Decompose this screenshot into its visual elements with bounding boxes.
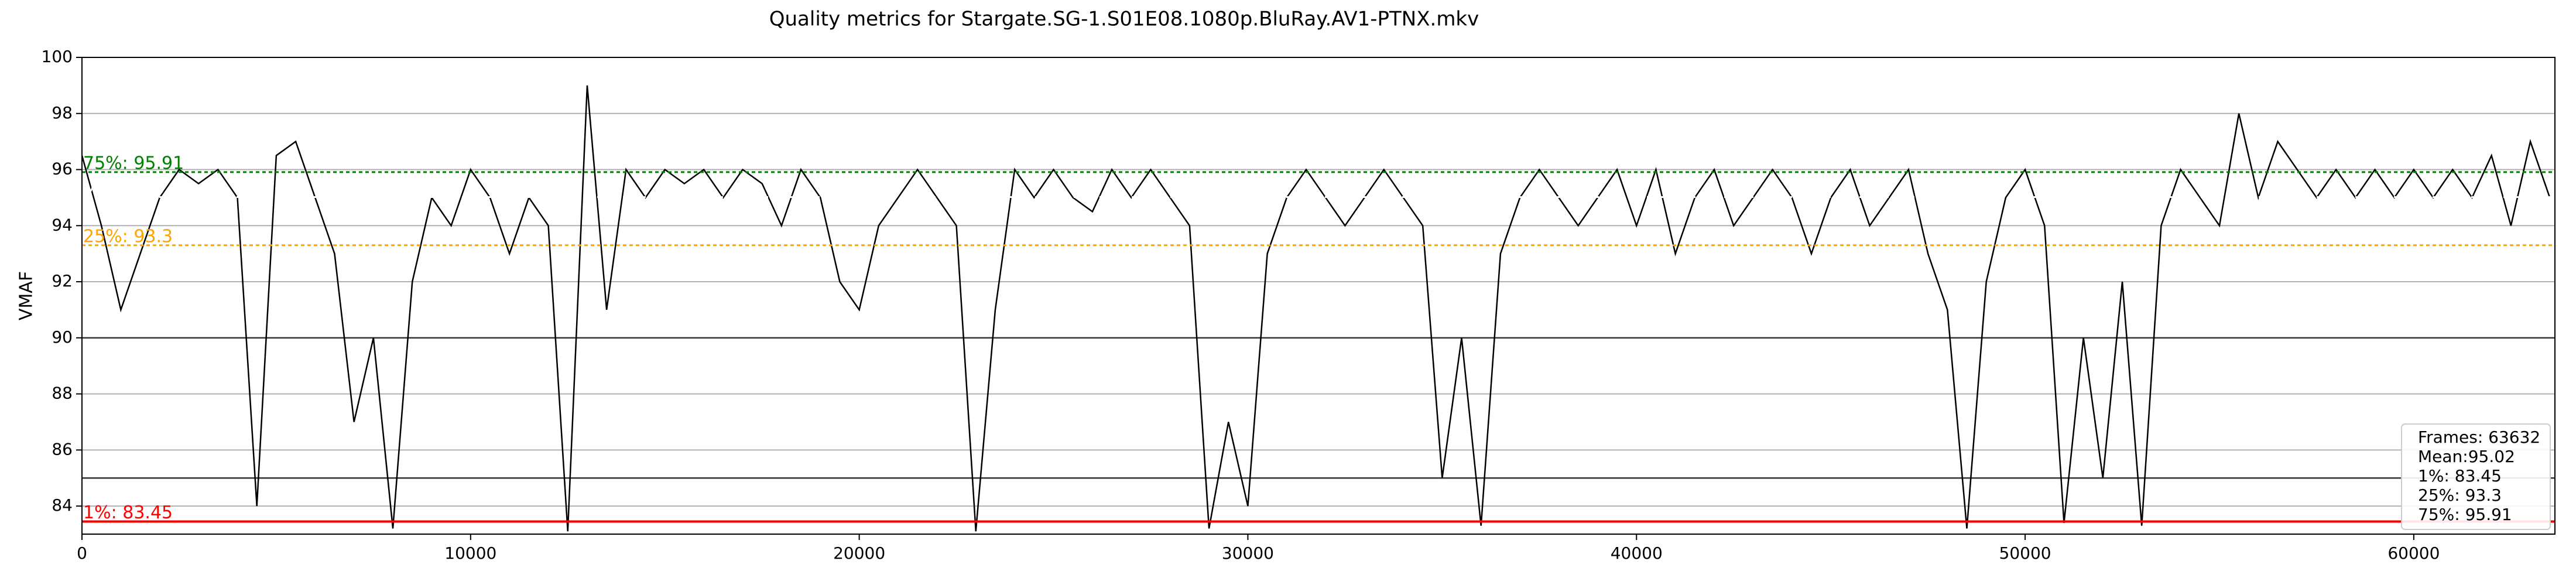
y-tick-label: 90 [52, 327, 73, 347]
x-tick-label: 60000 [2387, 543, 2440, 563]
data-line [82, 85, 2551, 532]
x-tick-label: 20000 [833, 543, 885, 563]
x-tick-label: 50000 [1999, 543, 2051, 563]
y-tick-label: 92 [52, 271, 73, 290]
stats-text: Frames: 63632 [2418, 428, 2540, 447]
y-tick-label: 98 [52, 103, 73, 122]
stats-text: 75%: 95.91 [2418, 505, 2512, 524]
stats-text: 25%: 93.3 [2418, 486, 2502, 505]
threshold-label: Mean: 95.02 [83, 178, 193, 199]
y-tick-label: 84 [52, 495, 73, 515]
stats-text: 1%: 83.45 [2418, 466, 2502, 486]
y-axis-label: VMAF [16, 271, 37, 320]
y-tick-label: 94 [52, 215, 73, 234]
threshold-label: 25%: 93.3 [83, 226, 173, 247]
y-tick-label: 96 [52, 159, 73, 179]
y-tick-label: 88 [52, 384, 73, 403]
x-tick-label: 0 [77, 543, 87, 563]
plot-frame [81, 57, 2556, 535]
threshold-label: 1%: 83.45 [83, 502, 173, 523]
stats-text: Mean:95.02 [2418, 447, 2515, 466]
chart-title: Quality metrics for Stargate.SG-1.S01E08… [769, 8, 1479, 31]
threshold-label: 75%: 95.91 [83, 153, 184, 173]
y-tick-label: 86 [52, 439, 73, 459]
x-tick-label: 10000 [444, 543, 496, 563]
x-tick-label: 30000 [1222, 543, 1274, 563]
stats-box [2401, 423, 2551, 530]
x-tick-label: 40000 [1611, 543, 1663, 563]
y-tick-label: 100 [42, 47, 73, 66]
